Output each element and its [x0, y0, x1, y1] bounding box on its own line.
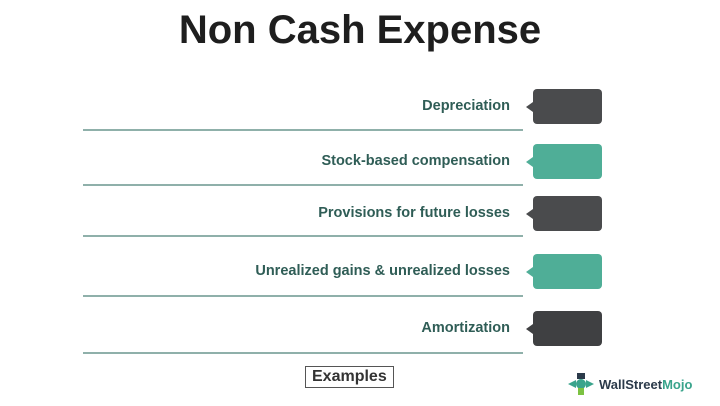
item-label: Provisions for future losses — [318, 205, 510, 221]
item-marker-box — [526, 311, 602, 346]
divider-line — [83, 129, 523, 131]
item-marker-box — [526, 196, 602, 231]
wallstreetmojo-logo: WallStreetMojo — [567, 372, 692, 396]
item-label: Depreciation — [422, 98, 510, 114]
item-label: Stock-based compensation — [321, 153, 510, 169]
examples-label: Examples — [305, 366, 394, 388]
divider-line — [83, 235, 523, 237]
divider-line — [83, 295, 523, 297]
logo-text-wallstreet: WallStreet — [599, 376, 663, 392]
item-marker-box — [526, 254, 602, 289]
divider-line — [83, 352, 523, 354]
page-title: Non Cash Expense — [178, 8, 542, 52]
mojo-mascot-icon — [568, 373, 594, 395]
item-label: Unrealized gains & unrealized losses — [255, 263, 510, 279]
divider-line — [83, 184, 523, 186]
item-marker-box — [526, 144, 602, 179]
item-label: Amortization — [421, 320, 510, 336]
logo-text-mojo: Mojo — [662, 376, 693, 392]
item-marker-box — [526, 89, 602, 124]
